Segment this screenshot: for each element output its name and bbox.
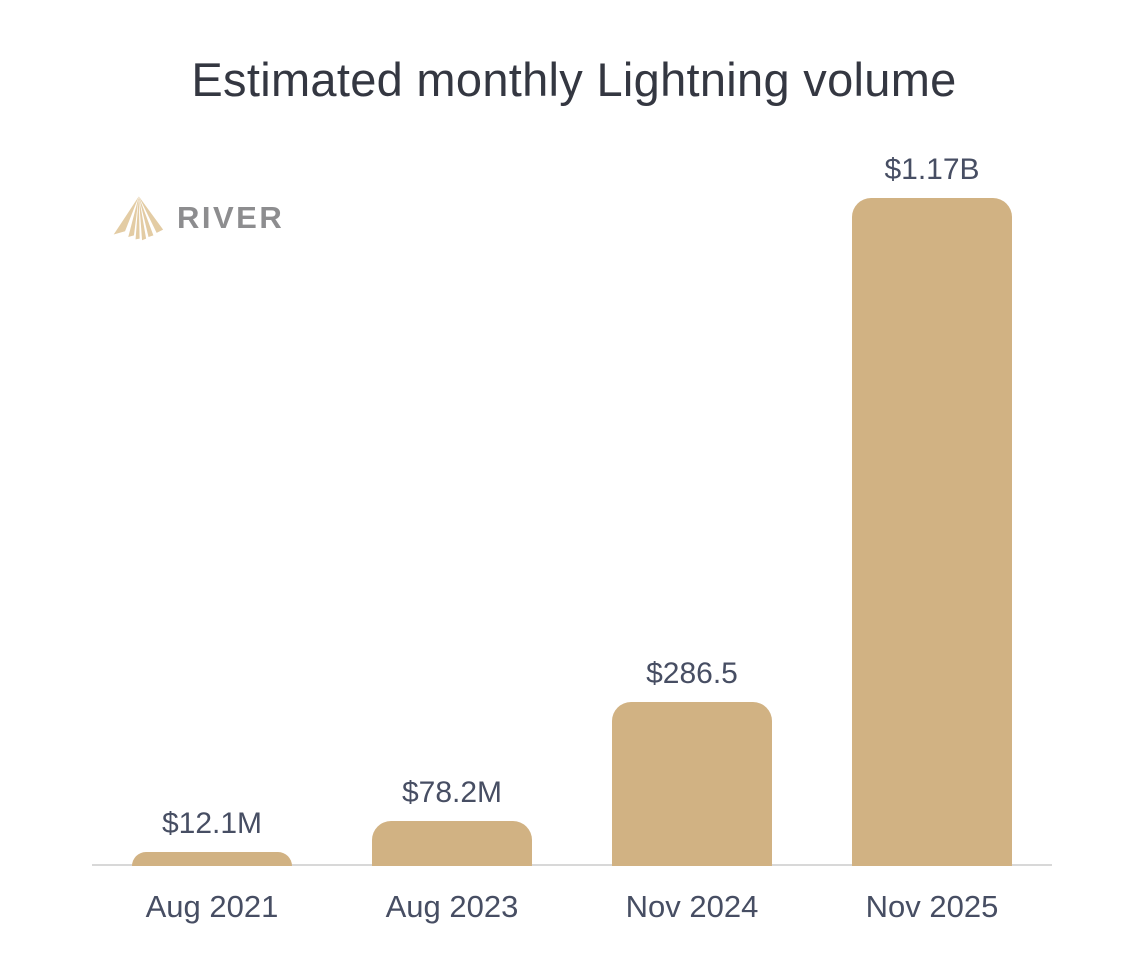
bar-value-label: $12.1M [161, 807, 263, 840]
bar-slot: $78.2M [332, 776, 572, 866]
x-axis-tick-label: Aug 2023 [385, 889, 519, 924]
bar [132, 852, 292, 866]
x-axis-tick-label: Aug 2021 [145, 889, 279, 924]
bar [852, 198, 1012, 866]
bar-slot: $12.1M [92, 807, 332, 866]
bar-value-label: $1.17B [884, 153, 980, 186]
x-axis-tick-label: Nov 2024 [625, 889, 759, 924]
bar-slot: $286.5 [572, 657, 812, 866]
river-rays-icon [113, 196, 164, 241]
bar-chart: $12.1M $78.2M $286.5 $1.17B [92, 153, 1052, 866]
bar-value-label: $286.5 [646, 657, 738, 690]
bar [372, 821, 532, 866]
river-logo: RIVER [112, 194, 284, 241]
x-axis-labels: Aug 2021 Aug 2023 Nov 2024 Nov 2025 [92, 889, 1052, 925]
bar [612, 702, 772, 866]
x-axis-line [92, 864, 1052, 866]
chart-title: Estimated monthly Lightning volume [191, 53, 957, 106]
bar-value-label: $78.2M [401, 776, 503, 809]
x-axis-tick-label: Nov 2025 [865, 889, 999, 924]
bar-slot: $1.17B [812, 153, 1052, 866]
river-logo-text: RIVER [177, 199, 285, 235]
